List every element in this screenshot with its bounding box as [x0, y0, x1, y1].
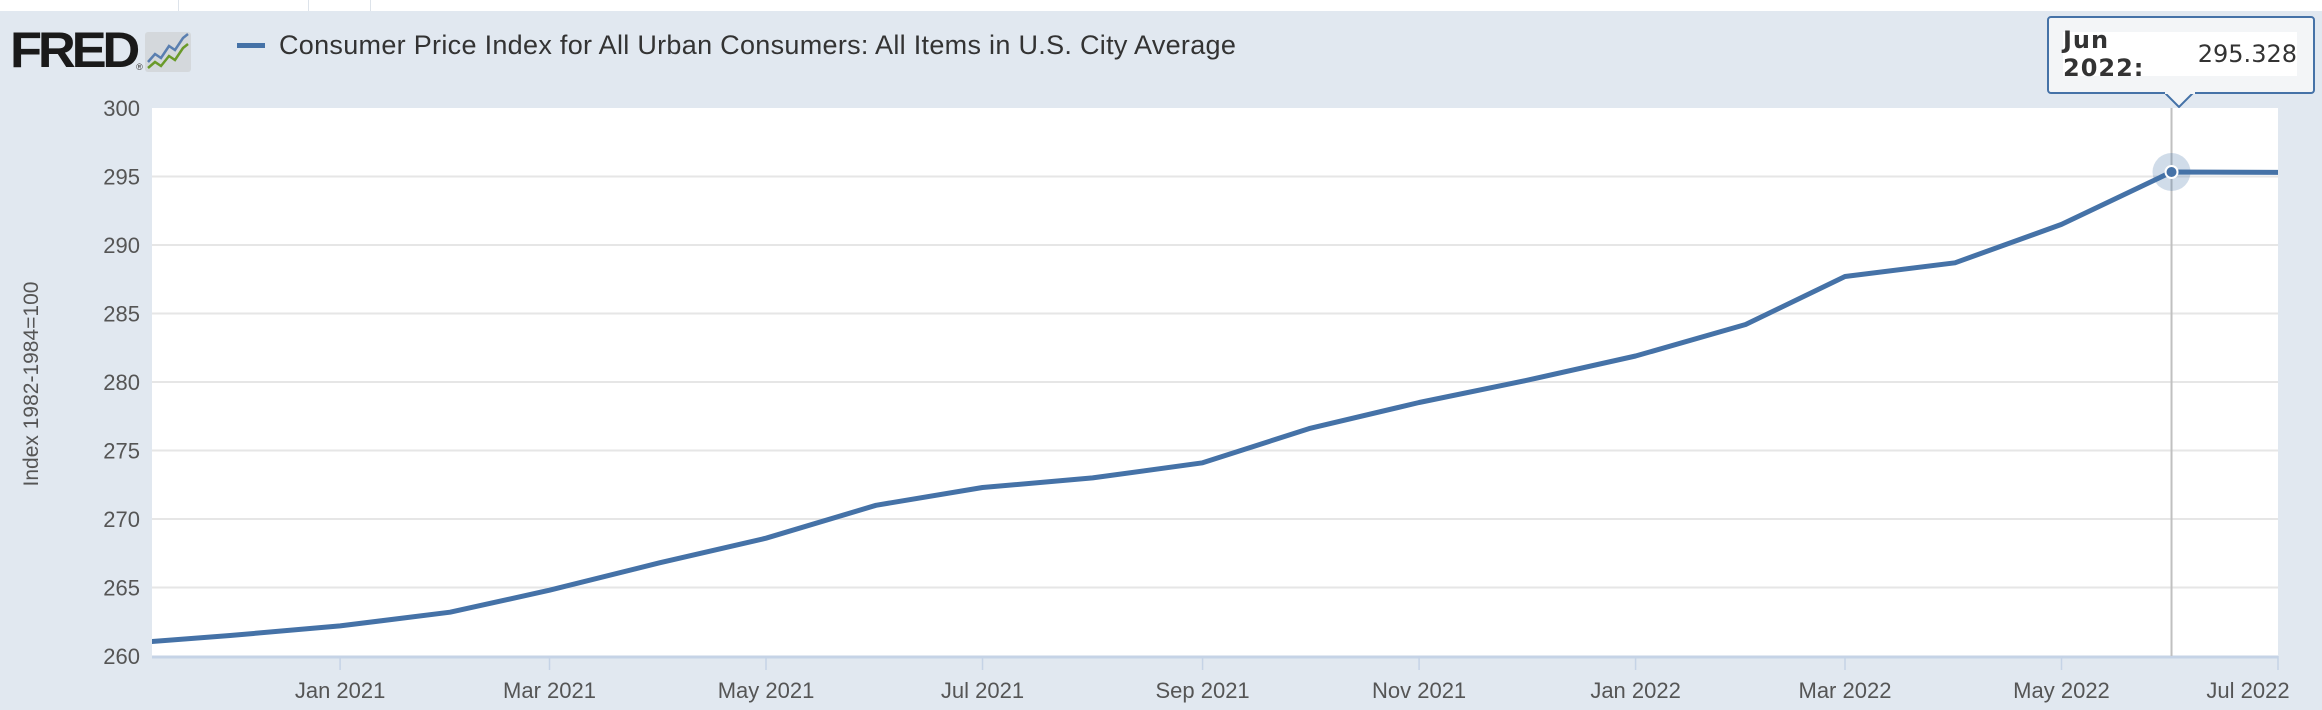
y-tick-label: 265 — [103, 576, 140, 601]
series-line — [152, 169, 2278, 645]
legend-item[interactable]: Consumer Price Index for All Urban Consu… — [237, 30, 1236, 61]
y-tick-label: 270 — [103, 507, 140, 532]
hover-marker — [2164, 165, 2179, 180]
x-tick-label: Sep 2021 — [1155, 678, 1249, 703]
x-tick-label: May 2021 — [718, 678, 815, 703]
x-tick-label: Jul 2022 — [2206, 678, 2289, 703]
y-tick-label: 275 — [103, 439, 140, 464]
tooltip-value: 295.328 — [2197, 40, 2297, 68]
x-tick-label: Mar 2021 — [503, 678, 596, 703]
y-tick-label: 280 — [103, 370, 140, 395]
y-tick-label: 290 — [103, 233, 140, 258]
y-tick-label: 260 — [103, 644, 140, 669]
fred-logo[interactable]: FRED ® — [10, 22, 191, 78]
tooltip: Jun 2022: 295.328 — [2047, 16, 2315, 94]
top-strip — [0, 0, 2322, 11]
legend-label: Consumer Price Index for All Urban Consu… — [279, 30, 1237, 60]
divider — [308, 0, 309, 11]
tooltip-date: Jun 2022: — [2063, 26, 2145, 82]
legend-swatch — [237, 43, 265, 48]
x-tick-label: May 2022 — [2013, 678, 2110, 703]
x-tick-label: Jul 2021 — [941, 678, 1024, 703]
x-tick-label: Jan 2022 — [1590, 678, 1681, 703]
y-tick-label: 295 — [103, 165, 140, 190]
line-chart-icon — [144, 32, 191, 72]
divider — [178, 0, 179, 11]
x-tick-label: Mar 2022 — [1799, 678, 1892, 703]
x-tick-label: Nov 2021 — [1372, 678, 1466, 703]
divider — [370, 0, 371, 11]
y-tick-label: 300 — [103, 96, 140, 121]
logo-text: FRED — [10, 22, 140, 78]
tooltip-arrow — [2165, 92, 2195, 108]
x-tick-label: Jan 2021 — [295, 678, 386, 703]
registered-mark: ® — [136, 62, 143, 72]
y-tick-label: 285 — [103, 302, 140, 327]
